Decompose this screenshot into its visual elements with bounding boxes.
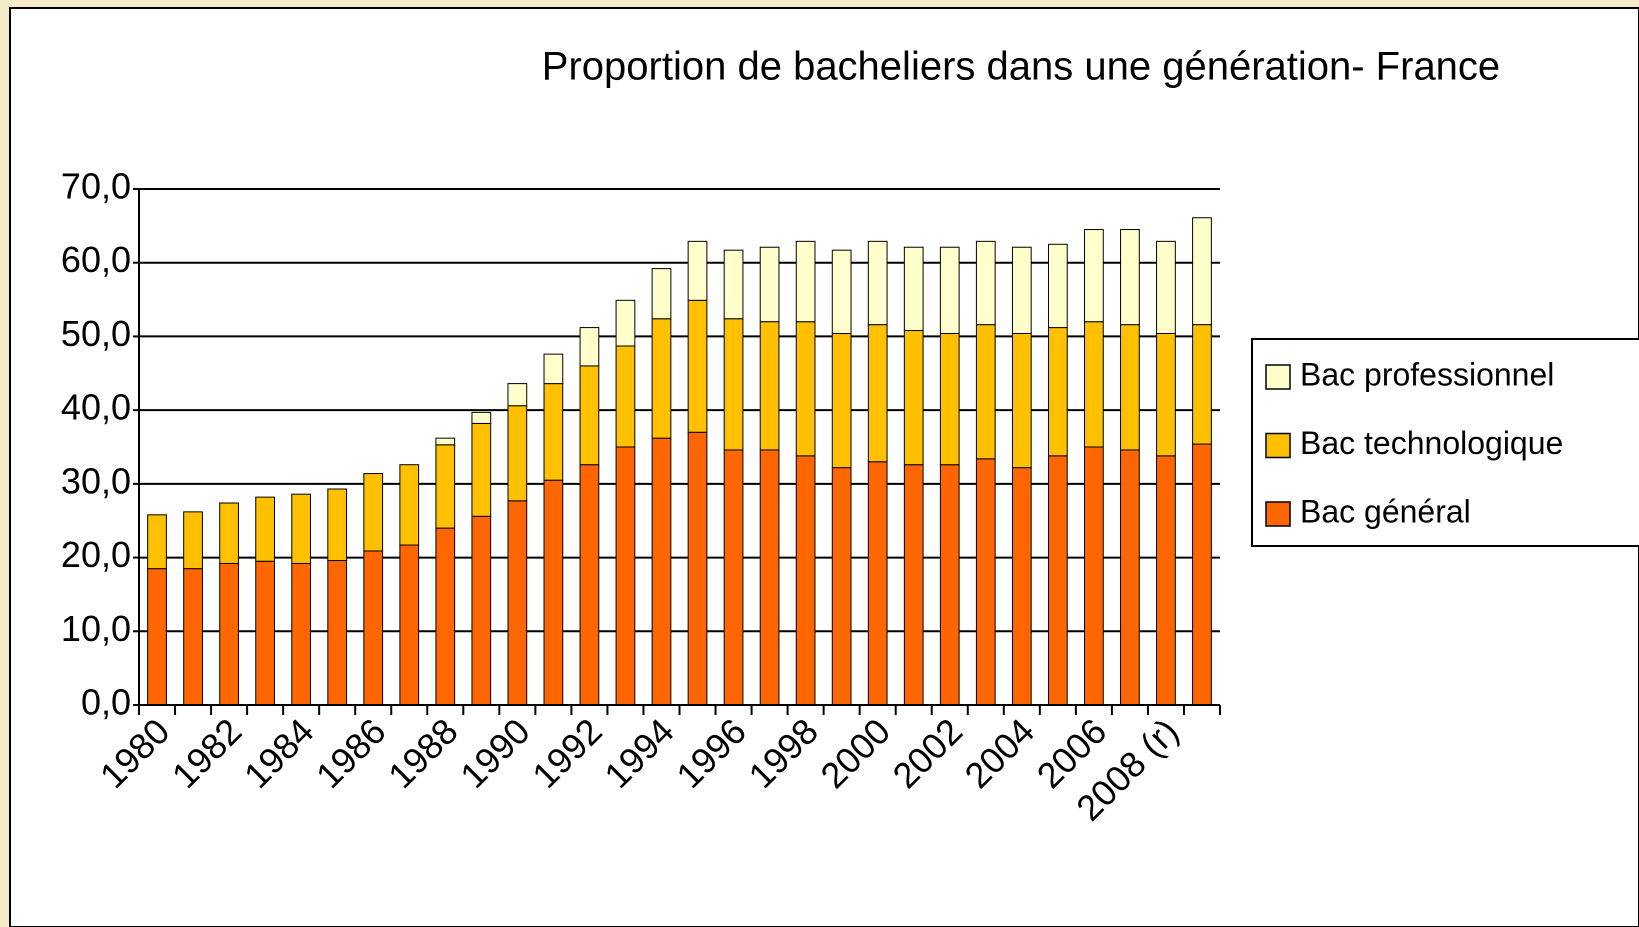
bar-segment (291, 562, 312, 706)
bar-segment (939, 246, 960, 334)
bar-segment (1192, 443, 1212, 706)
bar-segment (327, 488, 348, 562)
bar-segment (363, 550, 384, 706)
bar-segment (1011, 332, 1032, 469)
bar-segment (183, 511, 203, 570)
bar-segment (939, 332, 960, 466)
y-tick-label: 30,0 (61, 460, 131, 501)
bar-segment (1192, 324, 1212, 445)
legend-label: Bac professionnel (1300, 356, 1554, 392)
bar-segment (399, 544, 420, 706)
bar-segment (579, 327, 600, 367)
bar-segment (867, 240, 888, 326)
bar-segment (1084, 446, 1104, 706)
bar-segment (615, 345, 636, 448)
bar-segment (507, 405, 528, 502)
bar-segment (795, 240, 816, 323)
bar-segment (1011, 467, 1032, 706)
legend-label: Bac technologique (1300, 425, 1563, 461)
bar-segment (723, 249, 744, 320)
bar-segment (291, 493, 312, 564)
bar-segment (543, 383, 564, 481)
bar-segment (543, 353, 564, 385)
bar-segment (1047, 455, 1068, 706)
bar-segment (471, 411, 492, 424)
bar-segment (651, 268, 672, 320)
bar-segment (867, 324, 888, 463)
bar-segment (831, 467, 852, 706)
bar-segment (507, 383, 528, 407)
bar-segment (975, 240, 996, 326)
bar-segment (723, 318, 744, 451)
bar-segment (255, 560, 275, 706)
bar-segment (759, 449, 780, 706)
legend-swatch (1265, 432, 1291, 459)
bar-segment (903, 330, 924, 466)
legend (1251, 338, 1639, 547)
bar-segment (543, 479, 564, 706)
bar-segment (903, 464, 924, 706)
bar-segment (687, 240, 708, 301)
bar-segment (219, 502, 239, 564)
bar-segment (471, 422, 492, 517)
bar-segment (831, 332, 852, 469)
bar-segment (615, 446, 636, 706)
bar-segment (579, 365, 600, 466)
bar-segment (831, 249, 852, 334)
y-tick-label: 20,0 (61, 534, 131, 575)
bar-segment (939, 464, 960, 706)
bar-segment (147, 514, 167, 570)
bar-segment (1047, 327, 1068, 457)
bar-segment (1084, 229, 1104, 323)
bar-segment (903, 246, 924, 332)
bar-segment (1084, 321, 1104, 448)
y-tick-label: 40,0 (61, 387, 131, 428)
y-tick-label: 60,0 (61, 239, 131, 280)
bar-segment (975, 324, 996, 460)
bar-segment (651, 318, 672, 439)
bar-segment (435, 444, 456, 529)
bar-segment (1156, 455, 1176, 706)
bar-segment (759, 246, 780, 323)
bar-segment (435, 437, 456, 446)
bar-segment (327, 560, 348, 706)
bar-segment (471, 515, 492, 706)
bar-segment (255, 496, 275, 562)
y-tick-label: 50,0 (61, 313, 131, 354)
chart-title: Proportion de bacheliers dans une généra… (542, 45, 1500, 89)
legend-swatch (1265, 501, 1291, 527)
bar-segment (687, 431, 708, 706)
y-tick-label: 10,0 (61, 608, 131, 649)
bar-segment (219, 562, 239, 706)
bar-segment (1156, 240, 1176, 334)
bar-segment (1047, 243, 1068, 329)
bar-segment (1192, 217, 1212, 326)
legend-label: Bac général (1300, 493, 1471, 529)
bar-segment (183, 568, 203, 706)
bar-segment (507, 500, 528, 706)
bar-segment (975, 458, 996, 706)
bar-segment (1120, 324, 1140, 451)
bar-segment (1011, 246, 1032, 334)
bar-segment (435, 527, 456, 706)
bar-segment (723, 449, 744, 706)
bar-segment (867, 461, 888, 706)
bar-segment (1120, 229, 1140, 326)
bar-segment (1156, 332, 1176, 457)
bar-segment (363, 473, 384, 552)
bar-segment (147, 568, 167, 706)
legend-swatch (1265, 364, 1291, 390)
bar-segment (651, 437, 672, 706)
bar-segment (687, 299, 708, 433)
y-tick-label: 0,0 (81, 682, 131, 723)
bar-segment (759, 321, 780, 451)
bar-segment (579, 464, 600, 706)
bar-segment (1120, 449, 1140, 706)
bar-segment (795, 321, 816, 457)
y-tick-label: 70,0 (61, 166, 131, 207)
bar-segment (399, 464, 420, 546)
bar-segment (615, 299, 636, 347)
bar-segment (795, 455, 816, 706)
